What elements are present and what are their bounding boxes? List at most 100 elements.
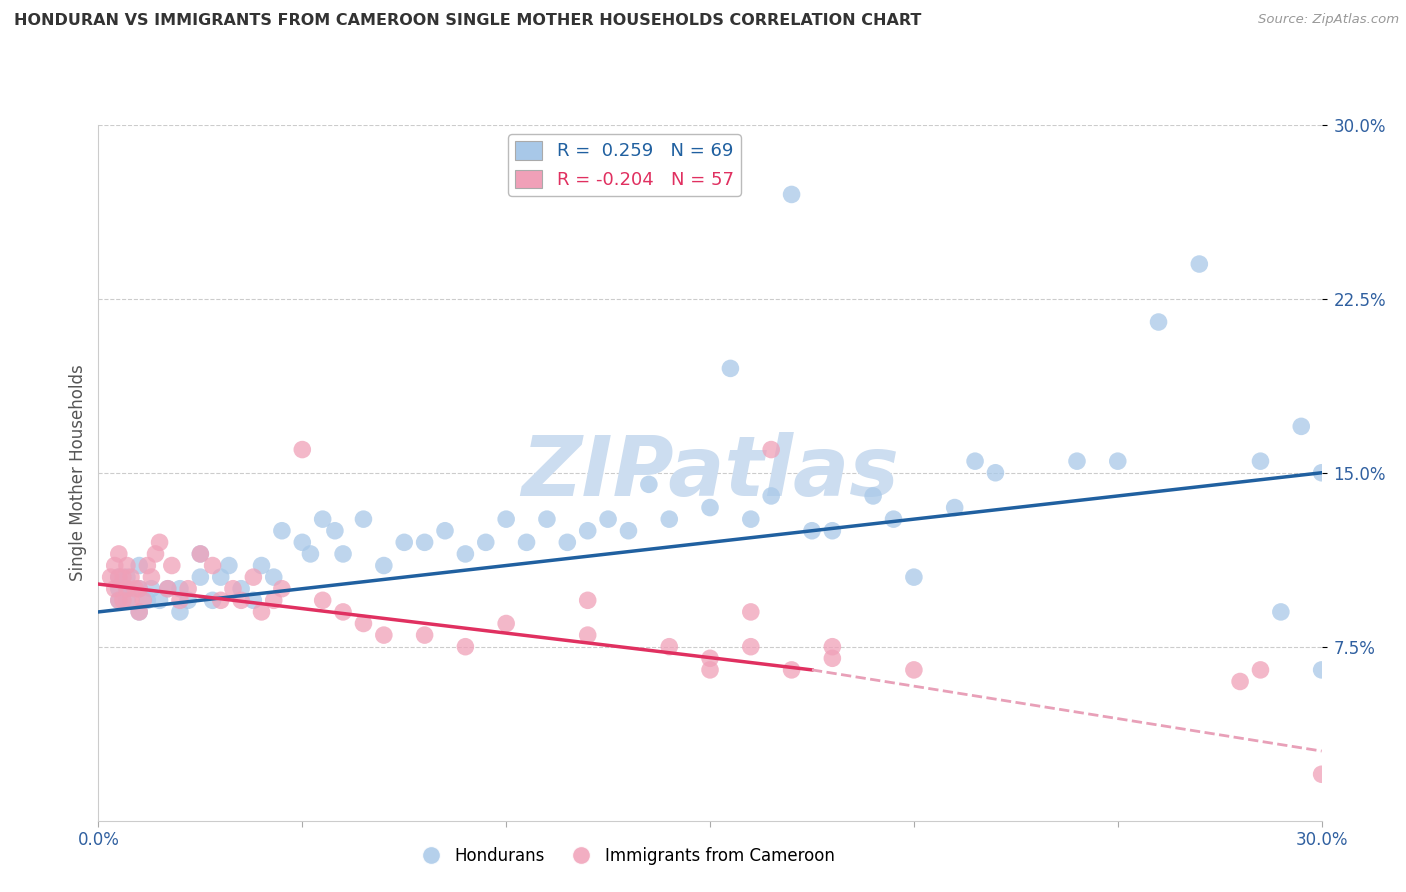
Point <box>617 524 640 538</box>
Point <box>943 500 966 515</box>
Point <box>108 582 131 596</box>
Point <box>1107 454 1129 468</box>
Point <box>108 547 131 561</box>
Point <box>222 582 245 596</box>
Point <box>120 593 142 607</box>
Point <box>141 582 163 596</box>
Point <box>1249 663 1271 677</box>
Point <box>658 512 681 526</box>
Point <box>658 640 681 654</box>
Point <box>332 605 354 619</box>
Point <box>104 582 127 596</box>
Point <box>761 489 783 503</box>
Point <box>434 524 457 538</box>
Point <box>124 582 146 596</box>
Point <box>903 570 925 584</box>
Point <box>373 628 395 642</box>
Point <box>516 535 538 549</box>
Point <box>128 558 150 573</box>
Point <box>332 547 354 561</box>
Point <box>100 570 122 584</box>
Point <box>598 512 620 526</box>
Point <box>821 524 844 538</box>
Point <box>270 524 294 538</box>
Point <box>156 582 179 596</box>
Point <box>1291 419 1313 434</box>
Point <box>1331 721 1354 735</box>
Point <box>188 547 212 561</box>
Point <box>740 605 762 619</box>
Point <box>495 616 517 631</box>
Point <box>231 582 253 596</box>
Point <box>145 547 167 561</box>
Point <box>323 524 346 538</box>
Point <box>299 547 322 561</box>
Point <box>312 512 335 526</box>
Point <box>156 582 179 596</box>
Point <box>115 593 138 607</box>
Point <box>801 524 824 538</box>
Text: ZIPatlas: ZIPatlas <box>522 433 898 513</box>
Point <box>149 535 172 549</box>
Point <box>474 535 498 549</box>
Point <box>111 570 134 584</box>
Point <box>1147 315 1170 329</box>
Point <box>555 535 579 549</box>
Point <box>201 558 224 573</box>
Point <box>413 535 436 549</box>
Point <box>169 582 191 596</box>
Point <box>115 582 138 596</box>
Point <box>373 558 395 573</box>
Point <box>454 640 477 654</box>
Point <box>270 582 294 596</box>
Point <box>149 593 172 607</box>
Point <box>108 593 131 607</box>
Point <box>576 524 599 538</box>
Point <box>141 570 163 584</box>
Point <box>780 663 803 677</box>
Point <box>128 582 150 596</box>
Point <box>115 570 138 584</box>
Point <box>1188 257 1211 271</box>
Point <box>108 570 131 584</box>
Point <box>128 582 150 596</box>
Point <box>169 605 191 619</box>
Point <box>352 512 374 526</box>
Point <box>984 466 1007 480</box>
Point <box>699 663 721 677</box>
Point <box>231 593 253 607</box>
Text: Source: ZipAtlas.com: Source: ZipAtlas.com <box>1258 13 1399 27</box>
Point <box>209 570 232 584</box>
Point <box>454 547 477 561</box>
Point <box>177 593 200 607</box>
Point <box>740 512 762 526</box>
Point <box>169 593 191 607</box>
Point <box>115 558 138 573</box>
Point <box>242 593 264 607</box>
Point <box>108 593 131 607</box>
Point <box>209 593 232 607</box>
Point <box>352 616 374 631</box>
Point <box>250 605 273 619</box>
Point <box>780 187 803 202</box>
Point <box>637 477 661 491</box>
Point <box>128 605 150 619</box>
Text: HONDURAN VS IMMIGRANTS FROM CAMEROON SINGLE MOTHER HOUSEHOLDS CORRELATION CHART: HONDURAN VS IMMIGRANTS FROM CAMEROON SIN… <box>14 13 921 29</box>
Point <box>718 361 742 376</box>
Point <box>1310 466 1333 480</box>
Point <box>413 628 436 642</box>
Point <box>104 558 127 573</box>
Point <box>699 651 721 665</box>
Point <box>699 500 721 515</box>
Point <box>1229 674 1251 689</box>
Point <box>136 593 159 607</box>
Point <box>128 605 150 619</box>
Point <box>965 454 987 468</box>
Point <box>263 570 285 584</box>
Point <box>250 558 273 573</box>
Point <box>1249 454 1271 468</box>
Legend: Hondurans, Immigrants from Cameroon: Hondurans, Immigrants from Cameroon <box>408 840 841 871</box>
Point <box>188 547 212 561</box>
Point <box>115 582 138 596</box>
Point <box>1310 767 1333 781</box>
